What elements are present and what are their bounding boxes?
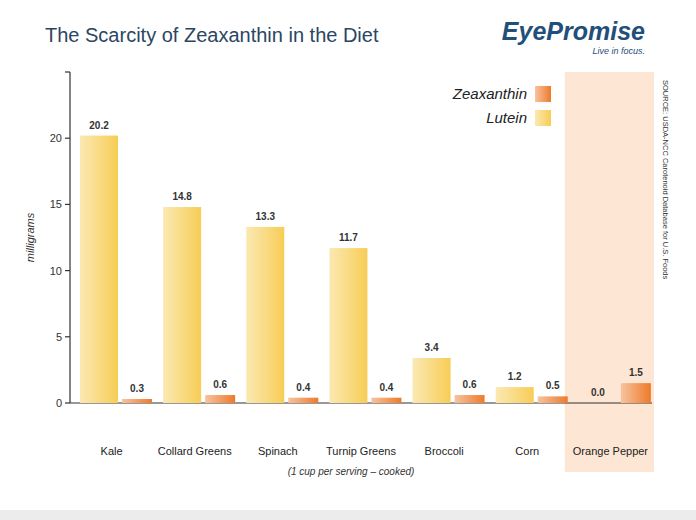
bar [205, 395, 235, 403]
legend-label: Lutein [486, 109, 527, 126]
legend-swatch [535, 110, 551, 126]
x-labels: Kale Collard Greens Spinach Turnip Greens Br… [101, 445, 649, 457]
data-label: 13.3 [256, 211, 276, 222]
bar [80, 136, 118, 403]
bar [496, 387, 534, 403]
bar [371, 398, 401, 403]
x-tick-label: Spinach [258, 445, 298, 457]
y-tick [65, 402, 70, 403]
logo-tagline: Live in focus. [592, 46, 645, 56]
y-axis-title: milligrams [24, 212, 36, 262]
data-label: 20.2 [89, 120, 109, 131]
data-label: 0.3 [130, 383, 144, 394]
y-tick-label: 0 [56, 397, 62, 409]
data-label: 0.4 [379, 382, 393, 393]
chart: The Scarcity of Zeaxanthin in the Diet Ey… [0, 0, 696, 520]
bar [621, 383, 651, 403]
x-tick-label: Kale [101, 445, 123, 457]
data-label: 0.4 [296, 382, 310, 393]
y-tick [65, 138, 70, 139]
data-label: 3.4 [425, 342, 439, 353]
y-axis-line [69, 72, 70, 403]
y-tick [65, 270, 70, 271]
bar [329, 248, 367, 403]
footer-strip [0, 510, 696, 520]
data-label: 0.5 [546, 380, 560, 391]
bar [538, 396, 568, 403]
x-axis-title: (1 cup per serving – cooked) [288, 466, 415, 477]
data-label: 11.7 [339, 232, 358, 243]
y-tick [65, 204, 70, 205]
legend-swatch [535, 86, 551, 102]
bar [163, 207, 201, 403]
y-tick-label: 10 [50, 265, 62, 277]
bar [413, 358, 451, 403]
axes: 0 5 10 15 20 milligrams [24, 72, 652, 409]
bars [80, 136, 651, 403]
legend: Zeaxanthin Lutein [452, 85, 551, 126]
bar [246, 227, 284, 403]
x-tick-label: Orange Pepper [573, 445, 649, 457]
y-tick-label: 15 [50, 198, 62, 210]
x-tick-label: Broccoli [425, 445, 464, 457]
bar [579, 403, 617, 404]
bar [455, 395, 485, 403]
source: SOURCE: USDA-NCC Carotenoid Database for… [661, 80, 670, 279]
data-label: 1.2 [508, 371, 522, 382]
legend-label: Zeaxanthin [452, 85, 527, 102]
highlight-band [565, 72, 654, 472]
bar [288, 398, 318, 403]
y-tick [65, 336, 70, 337]
data-label: 0.0 [591, 387, 605, 398]
data-label: 0.6 [213, 379, 227, 390]
y-axis-end [65, 71, 70, 72]
data-label: 14.8 [172, 191, 192, 202]
data-label: 1.5 [629, 367, 643, 378]
title: The Scarcity of Zeaxanthin in the Diet [45, 24, 379, 46]
data-labels: 20.2 14.8 13.3 11.7 3.4 1.2 0.0 0.3 0.6 0.4 0.4 0.6… [89, 120, 643, 398]
x-tick-label: Collard Greens [158, 445, 232, 457]
data-label: 0.6 [463, 379, 477, 390]
x-tick-label: Turnip Greens [326, 445, 396, 457]
bar [122, 399, 152, 403]
y-tick-label: 20 [50, 132, 62, 144]
x-tick-label: Corn [515, 445, 539, 457]
logo: EyePromise [502, 17, 645, 45]
y-tick-label: 5 [56, 331, 62, 343]
